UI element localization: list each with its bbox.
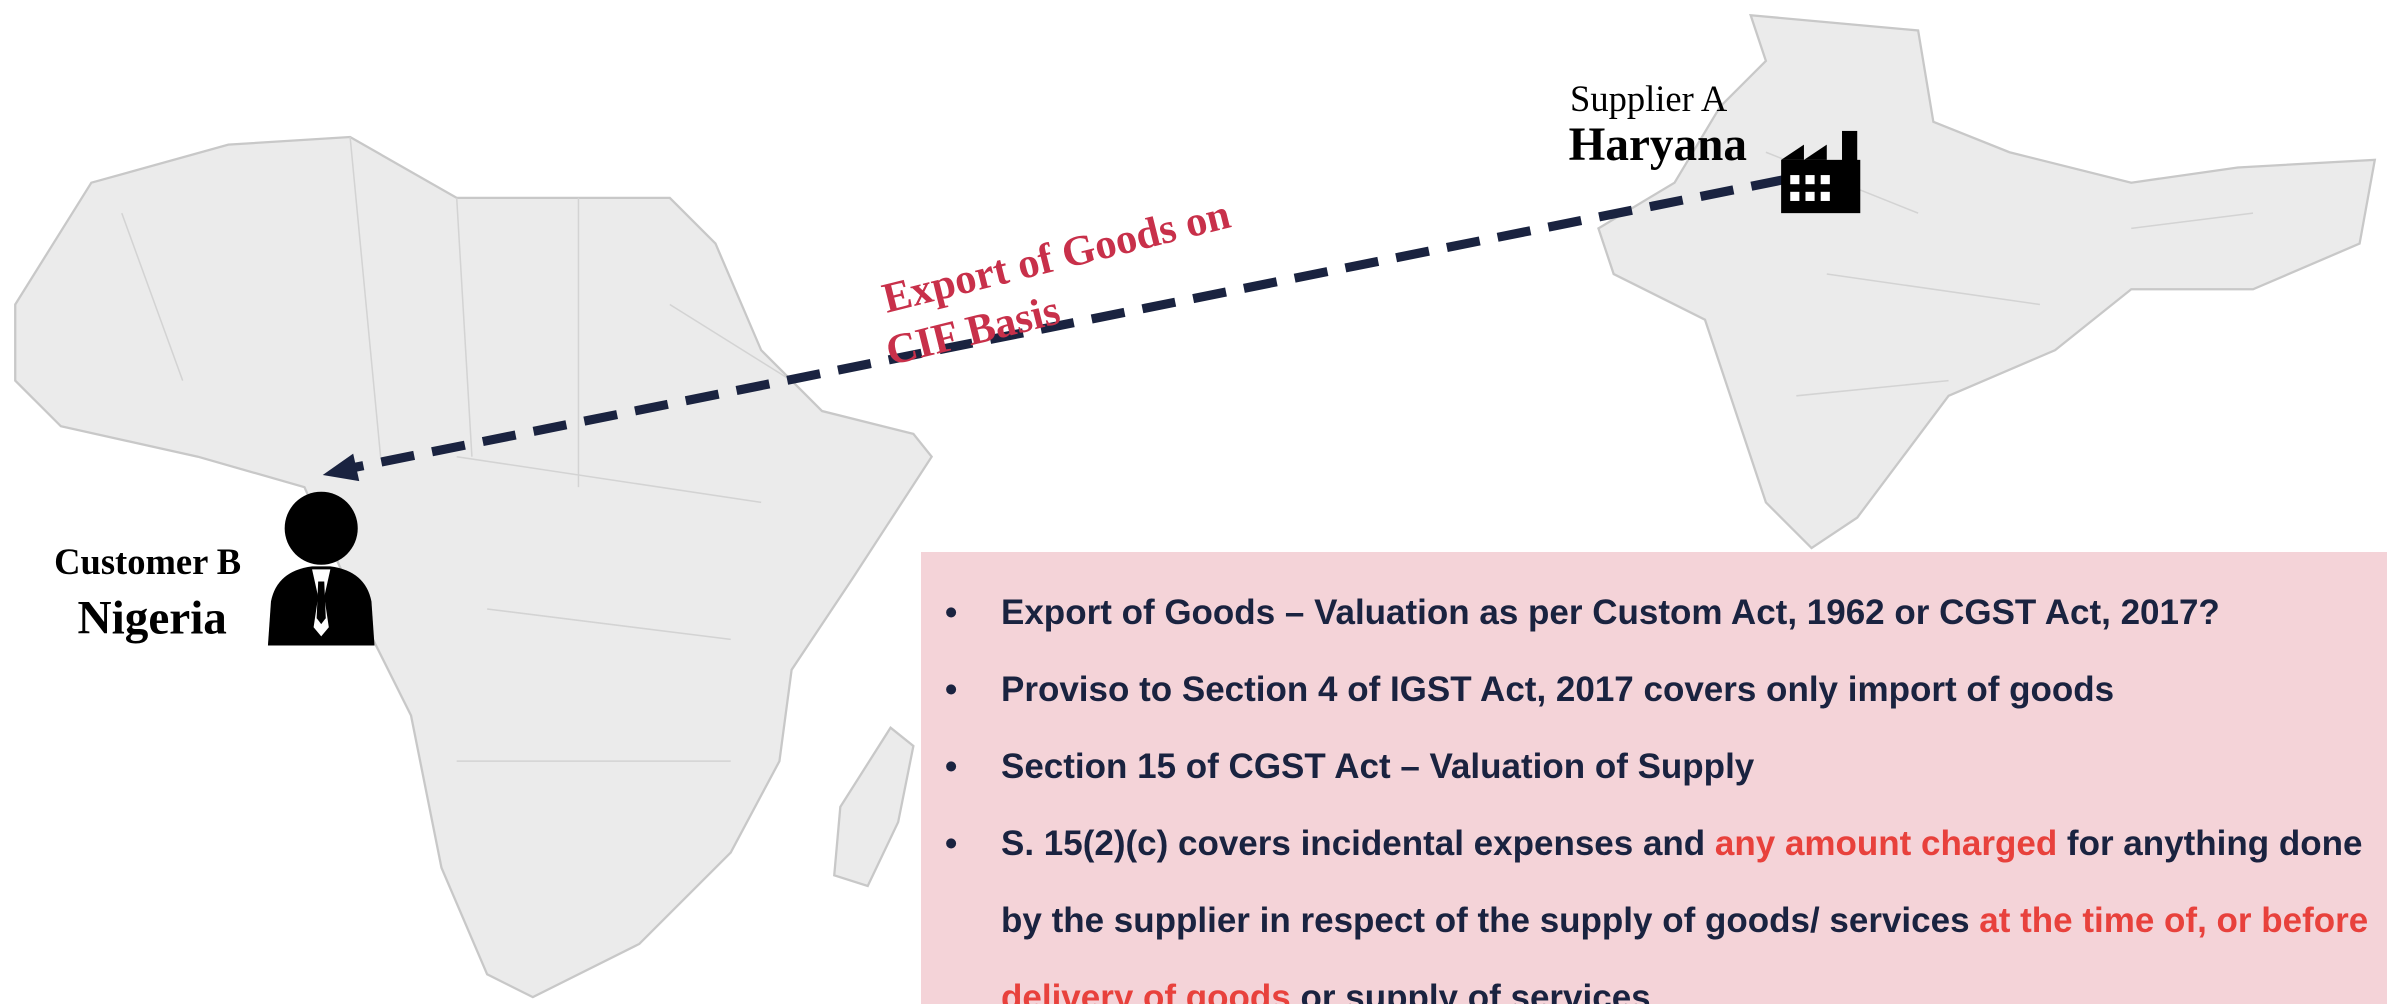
- notes-box: Export of Goods – Valuation as per Custo…: [921, 552, 2387, 1004]
- bullet-text: Proviso to Section 4 of IGST Act, 2017 c…: [1001, 670, 2115, 709]
- arrow-head: [322, 453, 360, 482]
- bullet: Section 15 of CGST Act – Valuation of Su…: [945, 728, 2383, 805]
- customer-name: Customer B: [54, 541, 241, 582]
- bullet-text: S. 15(2)(c) covers incidental expenses a…: [1001, 824, 1715, 863]
- bullet: Proviso to Section 4 of IGST Act, 2017 c…: [945, 651, 2383, 728]
- factory-icon: [1781, 130, 1861, 214]
- bullet: Export of Goods – Valuation as per Custo…: [945, 574, 2383, 651]
- bullet-list: Export of Goods – Valuation as per Custo…: [921, 574, 2383, 1004]
- supplier-location: Haryana: [1569, 119, 1747, 171]
- supplier-name: Supplier A: [1570, 78, 1728, 119]
- madagascar-map: [833, 725, 915, 888]
- bullet: S. 15(2)(c) covers incidental expenses a…: [945, 805, 2383, 1004]
- india-map: [1597, 13, 2377, 550]
- person-icon: [267, 491, 375, 646]
- export-arrow: [346, 175, 1786, 474]
- bullet-text: Section 15 of CGST Act – Valuation of Su…: [1001, 747, 1755, 786]
- bullet-text: Export of Goods – Valuation as per Custo…: [1001, 593, 2220, 632]
- bullet-text: for anything done by the supplier in res…: [1001, 824, 2363, 940]
- customer-location: Nigeria: [78, 592, 227, 644]
- bullet-text: or supply of services: [1290, 978, 1651, 1004]
- highlight-text: any amount charged: [1714, 824, 2058, 863]
- highlight-text: at the time of, or before delivery of go…: [1001, 901, 2369, 1004]
